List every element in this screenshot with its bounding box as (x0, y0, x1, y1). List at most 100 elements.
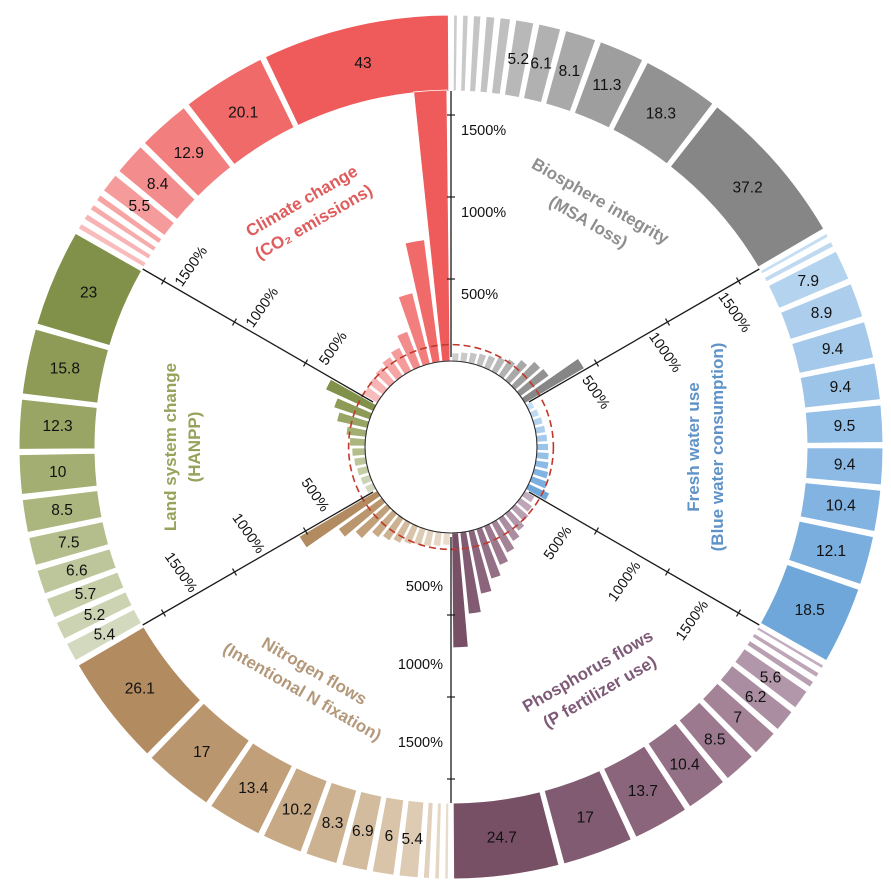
radial-bar (353, 456, 368, 467)
segment-value-label: 7.9 (798, 273, 820, 290)
segment-value-label: 9.4 (822, 341, 844, 358)
segment-value-label: 5.4 (94, 626, 116, 643)
segment-value-label: 9.4 (830, 379, 852, 396)
radial-bar (459, 351, 469, 363)
sector-land-system-change: 5.4 5.2 5.7 6.6 7.5 8.5 10 12.3 15.8 23 (18, 232, 377, 662)
ring-segment (36, 548, 117, 595)
radial-bar (451, 352, 460, 362)
segment-value-label: 5.4 (401, 831, 423, 848)
radial-bar (534, 459, 550, 470)
sector-title-phosphorus-flows: Phosphorus flows(P fertilizer use) (519, 626, 659, 732)
segment-value-label: 13.4 (238, 780, 269, 797)
axis-tick-label: 1000% (243, 285, 282, 331)
radial-bar (351, 447, 366, 457)
axis-tick-mark (302, 359, 309, 367)
ring-segment (543, 769, 632, 865)
ring-segment (150, 702, 251, 804)
ring-segment (341, 790, 383, 872)
ring-segment (787, 520, 875, 586)
axis-tick-label: 500% (578, 373, 612, 413)
ring-segment (490, 17, 512, 95)
ring-segment (791, 321, 875, 375)
segment-value-label: 6.1 (530, 55, 552, 72)
ring-segment (398, 799, 425, 879)
segment-value-label: 6.2 (745, 689, 767, 706)
axis-tick-label: 500% (406, 579, 443, 595)
segment-value-label: 5.6 (760, 670, 782, 687)
ring-segment (759, 232, 830, 275)
segment-value-label: 8.1 (559, 63, 581, 80)
ring-segment (65, 608, 143, 662)
ring-segment (479, 15, 496, 94)
sector-title-fresh-water-use: Fresh water use (Blue water consumption) (684, 343, 727, 552)
ring-segment (187, 58, 295, 166)
segment-value-label: 8.9 (811, 305, 833, 322)
sector-fresh-water-use: 7.9 8.9 9.4 9.4 9.5 9.4 10.4 12.1 18.5 (525, 232, 884, 662)
segment-value-label: 7 (733, 709, 742, 726)
ring-segment (452, 14, 458, 92)
ring-segment (371, 796, 405, 876)
segment-value-label: 37.2 (733, 180, 763, 197)
ring-segment (719, 664, 793, 731)
segment-value-label: 5.2 (508, 51, 530, 68)
axis-tick-mark (593, 359, 600, 367)
sector-title-line1: Fresh water use (684, 382, 703, 511)
segment-value-label: 12.9 (174, 145, 204, 162)
axis-tick-label: 500% (541, 523, 575, 563)
radial-bar (467, 351, 478, 365)
ring-segment (21, 489, 103, 534)
ring-segment (755, 626, 825, 670)
segment-value-label: 8.5 (51, 502, 73, 519)
ring-segment (21, 328, 110, 404)
sector-title-biosphere-integrity: Biosphere integrity(MSA loss) (528, 154, 672, 252)
axis-tick-label: 500% (461, 287, 498, 303)
ring-segment (767, 250, 850, 310)
radial-bar (442, 532, 451, 546)
ring-segment (117, 145, 196, 221)
axis-tick-label: 1500% (673, 598, 712, 644)
radial-bar (534, 424, 547, 435)
sector-title-land-system-change: Land system change (HANPP) (161, 363, 204, 531)
sector-nitrogen-flows: 5.4 6 6.9 8.3 10.2 13.4 17 26.1 (77, 490, 451, 880)
axis-tick-mark (231, 318, 238, 326)
axis-tick-mark (736, 609, 742, 617)
ring-segment (95, 194, 163, 245)
segment-value-label: 13.7 (628, 783, 658, 800)
segment-value-label: 6.9 (352, 823, 374, 840)
segment-value-label: 26.1 (125, 681, 155, 698)
axis-tick-label: 500% (298, 475, 332, 515)
ring-segment (28, 521, 110, 567)
ring-segment (647, 722, 725, 808)
segment-value-label: 8.3 (322, 815, 344, 832)
axis-tick-label: 1500% (398, 735, 443, 751)
ring-segment (305, 781, 358, 865)
ring-segment (45, 571, 125, 619)
sector-climate-change: 5.5 8.4 12.9 20.1 43 (77, 14, 451, 404)
sector-boundary-axis (528, 491, 760, 626)
segment-value-label: 9.5 (834, 418, 856, 435)
segment-value-label: 10.4 (669, 756, 700, 773)
segment-value-label: 8.5 (704, 732, 726, 749)
radial-bar (432, 531, 443, 547)
segment-value-label: 10.2 (282, 802, 312, 819)
ring-segment (751, 632, 820, 679)
ring-segment (264, 14, 450, 127)
axis-tick-label: 1500% (172, 244, 211, 290)
ring-segment (77, 222, 148, 268)
ring-segment (573, 41, 644, 129)
segment-value-label: 17 (193, 744, 210, 761)
ring-segment (83, 213, 152, 260)
axis-tick-label: 1000% (605, 559, 644, 605)
sector-biosphere-integrity: 5.2 6.1 8.1 11.3 18.3 37.2 (451, 14, 825, 404)
ring-segment (544, 29, 597, 113)
segment-value-label: 5.7 (75, 586, 97, 603)
radial-bar (535, 451, 550, 461)
axis-tick-label: 1000% (229, 511, 268, 557)
segment-value-label: 5.5 (129, 198, 151, 215)
ring-segment (422, 801, 434, 879)
ring-segment (434, 802, 442, 880)
ring-segment (18, 452, 98, 496)
sector-title-line2: (HANPP) (185, 412, 204, 483)
